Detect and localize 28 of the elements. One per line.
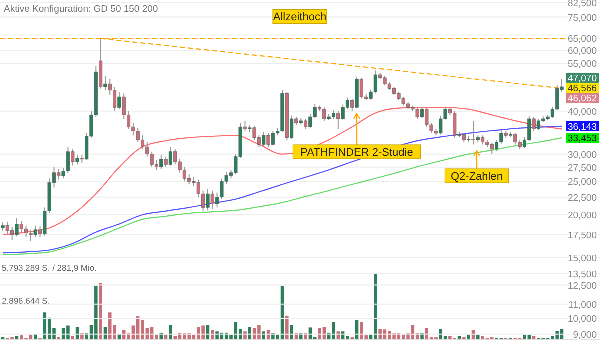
y-tick-label: 13,500 <box>568 269 597 280</box>
annotation: 36,143 <box>568 122 597 133</box>
y-tick-label: 20,000 <box>568 210 597 222</box>
text: 46,062 <box>568 93 597 104</box>
y-tick-label: 12,500 <box>568 280 597 292</box>
annotation: Q2-Zahlen <box>451 171 503 183</box>
annotation: 5.793.289 S. / 281,9 Mio. <box>2 263 97 273</box>
y-tick-label: 82,500 <box>568 0 597 10</box>
annotation: 2.896.644 S. <box>2 296 50 306</box>
y-tick-label: 40,000 <box>568 106 597 118</box>
y-tick-label: 22,500 <box>568 192 597 204</box>
text: 47,070 <box>568 73 597 84</box>
ref-line-label: Allzeithoch <box>273 12 327 24</box>
y-tick-label: 11,000 <box>568 300 597 311</box>
y-tick-label: 15,000 <box>568 254 597 265</box>
y-tick-label: 9,000 <box>573 330 597 340</box>
y-tick-label: 75,000 <box>568 12 597 24</box>
y-tick-label: 60,000 <box>568 46 597 58</box>
y-tick-label: 25,000 <box>568 177 597 188</box>
y-tick-label: 10,000 <box>568 314 597 326</box>
y-tick-label: 17,500 <box>568 230 597 242</box>
annotation: 33,453 <box>568 134 597 145</box>
y-tick-label: 27,500 <box>568 162 597 174</box>
y-tick-label: 55,000 <box>568 59 597 70</box>
y-tick-label: 30,000 <box>568 150 597 161</box>
annotation: PATHFINDER 2-Studie <box>300 147 414 159</box>
text: 46,566 <box>568 83 597 94</box>
text: Aktive Konfiguration: GD 50 150 200 <box>4 4 158 15</box>
